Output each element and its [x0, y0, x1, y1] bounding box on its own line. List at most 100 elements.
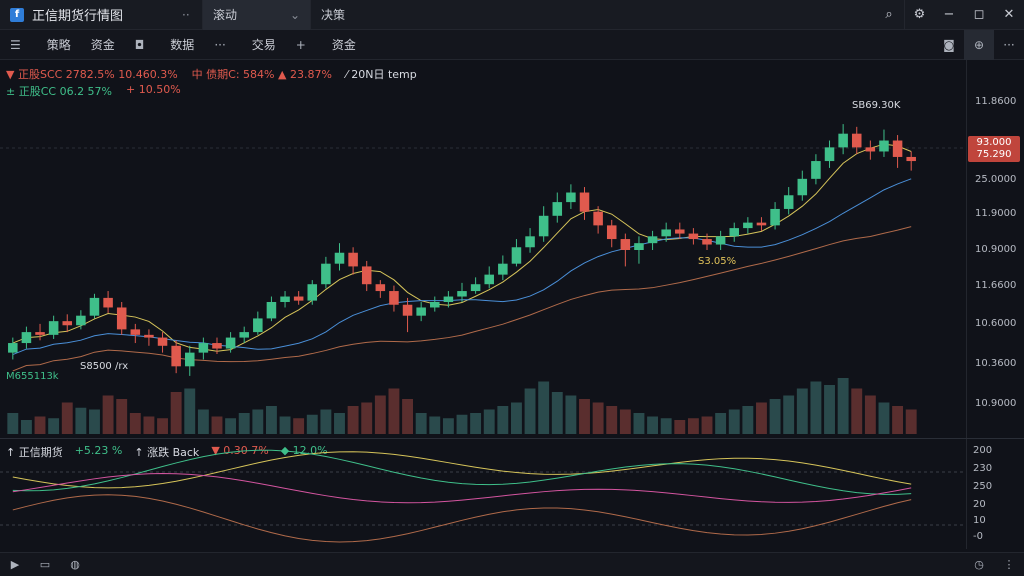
book-icon[interactable]: ▭ [39, 558, 51, 571]
candle-body[interactable] [184, 352, 195, 367]
tab-decision[interactable]: 决策 [310, 0, 358, 30]
candle-body[interactable] [35, 332, 45, 335]
maximize-icon[interactable]: ◻ [973, 7, 985, 22]
price-axis[interactable]: 11.8600 25.0000 11.9000 10.9000 11.6600 … [966, 60, 1024, 438]
candle-body[interactable] [430, 302, 440, 308]
candle-body[interactable] [48, 321, 59, 335]
more-icon[interactable]: ··· [1003, 37, 1015, 52]
camera-icon[interactable]: ◙ [943, 37, 955, 52]
globe-icon[interactable]: ◍ [70, 558, 80, 571]
candle-body[interactable] [756, 222, 767, 226]
menu-button[interactable]: ☰ [0, 30, 37, 60]
trade-button[interactable]: 交易 [242, 30, 286, 60]
more-button[interactable]: ··· [204, 30, 241, 60]
tab-scroll[interactable]: 滚动 ⌄ [202, 0, 310, 30]
candle-body[interactable] [702, 239, 712, 245]
candle-body[interactable] [647, 236, 658, 244]
candle-body[interactable] [892, 140, 903, 157]
candle-body[interactable] [566, 192, 576, 203]
candle-body[interactable] [743, 222, 753, 229]
candle-body[interactable] [457, 291, 467, 297]
candle-body[interactable] [89, 297, 100, 316]
candle-body[interactable] [21, 332, 32, 344]
clock-icon[interactable]: ◷ [974, 558, 984, 571]
candle-body[interactable] [293, 296, 304, 301]
candle-body[interactable] [361, 266, 372, 285]
candle-body[interactable] [593, 211, 603, 226]
strategy-button[interactable]: 策略 [37, 30, 81, 60]
candle-body[interactable] [130, 329, 141, 335]
zoom-icon[interactable]: ⊕ [964, 29, 994, 60]
funds-button[interactable]: 资金 [81, 30, 125, 60]
candle-body[interactable] [171, 345, 181, 367]
candle-body[interactable] [498, 263, 508, 275]
candle-body[interactable] [634, 243, 644, 250]
gear-icon[interactable]: ⚙ [904, 0, 934, 30]
candle-body[interactable] [266, 302, 277, 319]
candle-body[interactable] [280, 296, 290, 302]
settings-icon[interactable]: ⋮ [1003, 558, 1015, 571]
candle-body[interactable] [8, 343, 18, 353]
candle-body[interactable] [783, 195, 794, 209]
candle-body[interactable] [851, 133, 862, 148]
candle-body[interactable] [416, 307, 426, 316]
list-icon: ☰ [10, 37, 21, 52]
candle-body[interactable] [225, 337, 236, 349]
candlestick-chart[interactable] [0, 60, 966, 438]
close-icon[interactable]: ✕ [1003, 7, 1015, 22]
candle-body[interactable] [253, 318, 263, 333]
candle-body[interactable] [675, 229, 685, 234]
candle-body[interactable] [375, 284, 386, 292]
tabs-overflow-icon[interactable]: ·· [182, 7, 190, 22]
candle-body[interactable] [865, 147, 876, 152]
add-button[interactable]: + [286, 30, 322, 60]
candle-body[interactable] [879, 140, 889, 152]
candle-body[interactable] [76, 315, 86, 326]
funds-button-2[interactable]: 资金 [322, 30, 366, 60]
candle-body[interactable] [307, 284, 318, 301]
candle-body[interactable] [157, 337, 168, 346]
candle-body[interactable] [321, 263, 331, 285]
candle-body[interactable] [620, 239, 631, 250]
candle-body[interactable] [838, 133, 848, 148]
candle-body[interactable] [212, 343, 222, 349]
candle-body[interactable] [661, 229, 671, 237]
candle-body[interactable] [484, 274, 494, 285]
pane-divider[interactable] [0, 438, 1024, 439]
search-icon[interactable]: ⌕ [885, 7, 893, 22]
play-icon[interactable]: ▶ [10, 558, 20, 571]
candle-body[interactable] [729, 228, 740, 237]
candle-body[interactable] [470, 284, 481, 292]
data-button[interactable]: 数据 [160, 30, 204, 60]
candle-body[interactable] [511, 247, 522, 264]
candle-body[interactable] [239, 332, 249, 338]
candle-body[interactable] [62, 321, 73, 326]
chevron-down-icon[interactable]: ⌄ [289, 7, 300, 22]
candle-body[interactable] [688, 233, 699, 240]
price-tick: 10.9000 [975, 398, 1017, 409]
candle-body[interactable] [606, 225, 617, 240]
candle-body[interactable] [538, 215, 549, 237]
candle-body[interactable] [552, 202, 563, 216]
indicator-chart[interactable] [0, 439, 966, 551]
indicator-axis[interactable]: 200 230 250 20 10 -0 [966, 439, 1024, 549]
save-button[interactable]: ◘ [125, 30, 161, 60]
candle-body[interactable] [715, 236, 726, 245]
candle-body[interactable] [116, 307, 127, 330]
candle-body[interactable] [811, 161, 821, 179]
minimize-icon[interactable]: − [943, 7, 955, 22]
candle-body[interactable] [770, 208, 780, 226]
candle-body[interactable] [402, 304, 413, 316]
candle-body[interactable] [443, 296, 454, 302]
candle-body[interactable] [389, 291, 399, 305]
candle-body[interactable] [797, 178, 808, 196]
candle-body[interactable] [906, 156, 916, 162]
candle-body[interactable] [824, 147, 835, 162]
candle-body[interactable] [348, 252, 358, 267]
candle-body[interactable] [198, 343, 209, 353]
candle-body[interactable] [144, 334, 154, 338]
candle-body[interactable] [579, 192, 590, 212]
candle-body[interactable] [103, 297, 113, 308]
candle-body[interactable] [334, 252, 345, 264]
candle-body[interactable] [525, 236, 535, 248]
